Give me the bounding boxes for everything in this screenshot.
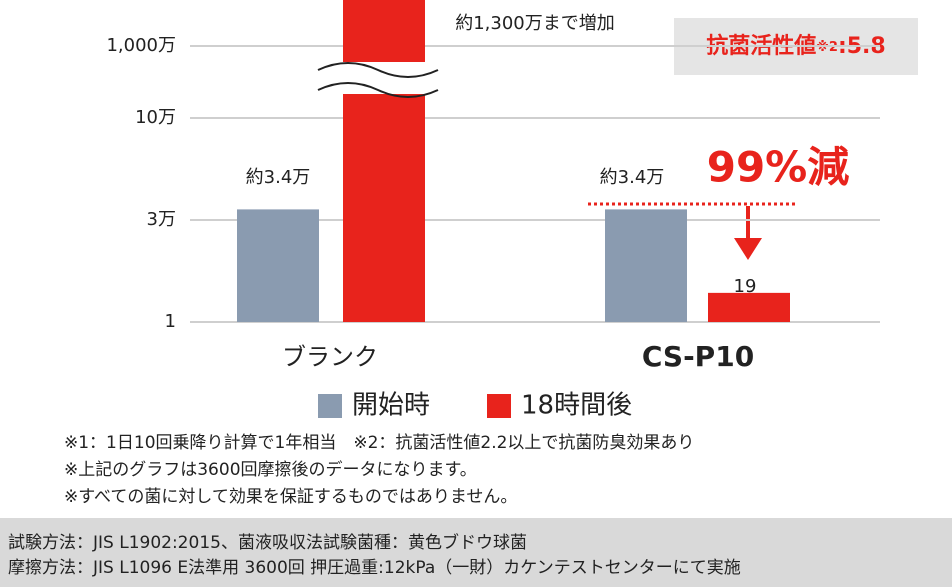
value-label: 約1,300万まで増加 — [455, 13, 615, 34]
footer-text: 摩擦方法：JIS L1096 E法準用 3600回 押圧過重:12kPa（一財）… — [8, 558, 741, 578]
y-tick-label: 1 — [165, 311, 176, 332]
value-label: 19 — [734, 276, 757, 297]
legend-label: 18時間後 — [521, 391, 632, 421]
legend: 開始時 18時間後 — [318, 391, 632, 421]
legend-label: 開始時 — [352, 391, 430, 421]
y-tick-label: 3万 — [147, 209, 176, 230]
legend-swatch — [487, 394, 511, 418]
y-tick-label: 1,000万 — [106, 35, 176, 56]
footer-text: 試験方法：JIS L1902:2015、菌液吸収法試験菌種：黄色ブドウ球菌 — [8, 532, 527, 553]
bar — [605, 209, 687, 322]
value-label: 約3.4万 — [246, 167, 311, 188]
x-tick-label: CS-P10 — [642, 340, 754, 373]
arrow-head — [734, 238, 762, 260]
footer-band — [0, 518, 952, 587]
value-label: 約3.4万 — [600, 167, 665, 188]
legend-swatch — [318, 394, 342, 418]
y-tick-label: 10万 — [135, 107, 176, 128]
break-line — [317, 82, 439, 98]
bar — [237, 209, 319, 322]
note: ※1：1日10回乗降り計算で1年相当 ※2：抗菌活性値2.2以上で抗菌防臭効果あ… — [64, 433, 694, 453]
bar — [343, 0, 425, 322]
bar — [708, 292, 790, 322]
reduction-label: 99%減 — [707, 143, 850, 192]
note: ※上記のグラフは3600回摩擦後のデータになります。 — [64, 459, 477, 480]
x-tick-label: ブランク — [282, 343, 378, 371]
break-line — [317, 62, 439, 78]
note: ※すべての菌に対して効果を保証するものではありません。 — [64, 487, 517, 507]
